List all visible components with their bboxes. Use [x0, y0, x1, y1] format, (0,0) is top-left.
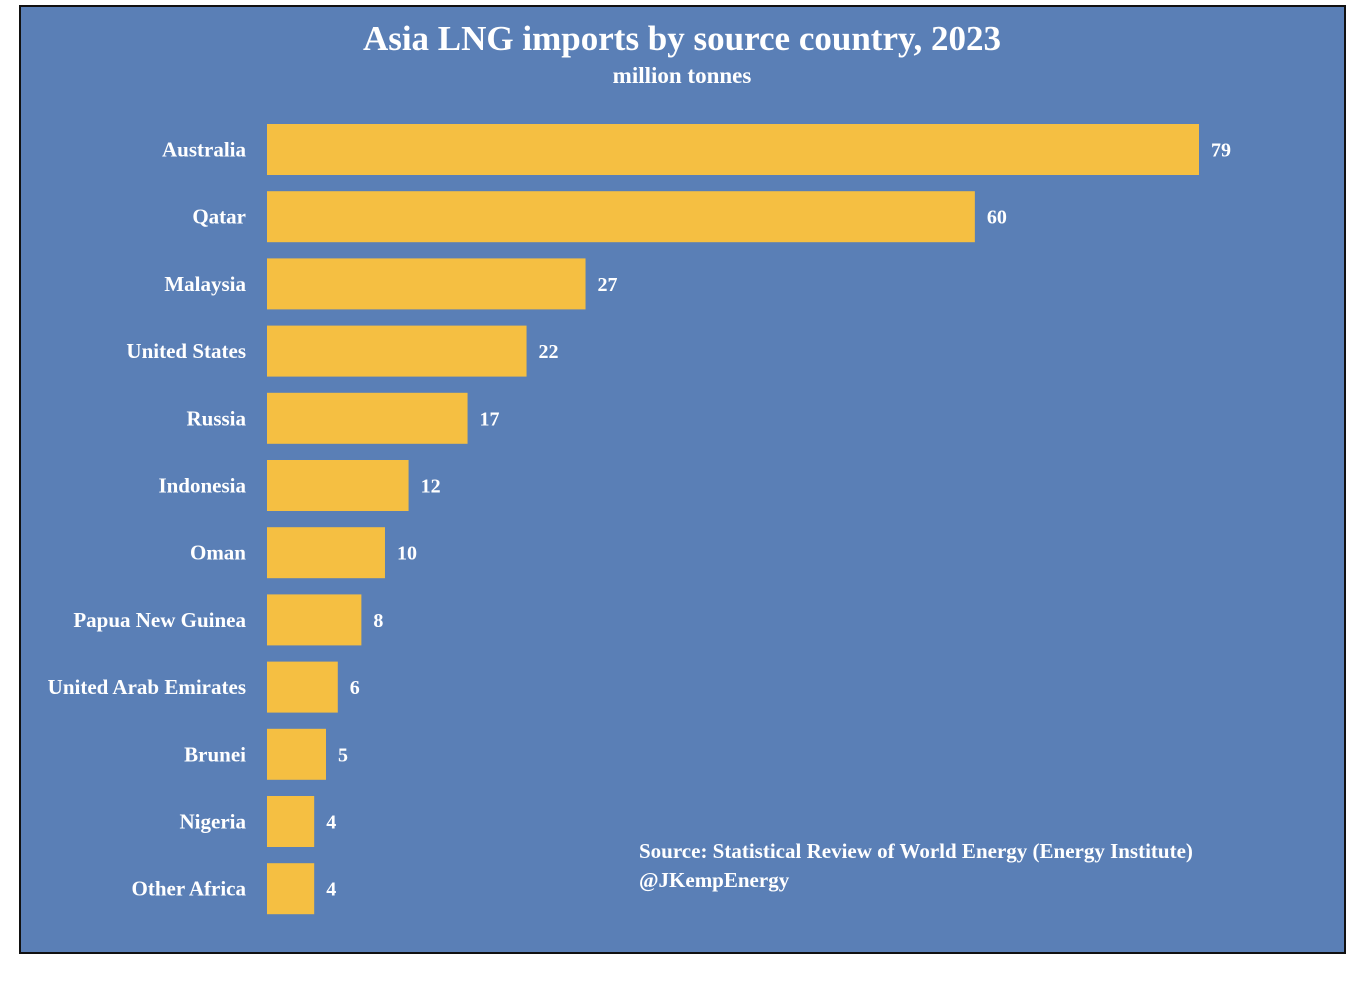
category-label-qatar: Qatar: [192, 205, 246, 229]
bar-australia: [267, 124, 1199, 175]
chart-title: Asia LNG imports by source country, 2023: [363, 19, 1001, 58]
chart-svg: Asia LNG imports by source country, 2023…: [48, 19, 1231, 915]
value-label-oman: 10: [397, 543, 417, 565]
value-label-united-states: 22: [539, 341, 559, 363]
category-label-other-africa: Other Africa: [132, 877, 247, 901]
value-label-nigeria: 4: [326, 812, 336, 834]
author-handle: @JKempEnergy: [639, 868, 790, 892]
category-labels: Australia Qatar Malaysia United States Russi…: [48, 138, 247, 901]
value-label-australia: 79: [1211, 140, 1231, 162]
bars-group: [267, 124, 1199, 915]
bar-oman: [267, 527, 385, 579]
value-label-russia: 17: [480, 408, 500, 430]
category-label-indonesia: Indonesia: [158, 474, 246, 498]
bar-russia: [267, 392, 468, 444]
bar-nigeria: [267, 796, 315, 847]
category-label-malaysia: Malaysia: [164, 272, 246, 296]
value-label-united-arab-emirates: 6: [350, 677, 360, 699]
category-label-oman: Oman: [190, 541, 246, 565]
value-labels: 79 60 27 22 17 12 10 8 6 5 4 4: [326, 140, 1231, 901]
category-label-united-states: United States: [126, 339, 246, 363]
bar-indonesia: [267, 460, 409, 511]
value-label-other-africa: 4: [326, 879, 336, 901]
bar-other-africa: [267, 863, 315, 915]
source-note: Source: Statistical Review of World Ener…: [639, 839, 1193, 863]
bar-malaysia: [267, 258, 586, 310]
bar-brunei: [267, 728, 326, 780]
category-label-nigeria: Nigeria: [180, 810, 247, 834]
category-label-russia: Russia: [186, 406, 246, 430]
value-label-indonesia: 12: [421, 476, 441, 498]
category-label-brunei: Brunei: [184, 742, 246, 766]
value-label-papua-new-guinea: 8: [373, 610, 383, 632]
category-label-united-arab-emirates: United Arab Emirates: [48, 675, 246, 699]
bar-united-arab-emirates: [267, 661, 338, 713]
value-label-malaysia: 27: [598, 274, 618, 296]
value-label-qatar: 60: [987, 207, 1007, 229]
chart-subtitle: million tonnes: [613, 63, 752, 88]
category-label-papua-new-guinea: Papua New Guinea: [73, 608, 246, 632]
bar-qatar: [267, 191, 975, 243]
chart-frame: Asia LNG imports by source country, 2023…: [19, 5, 1346, 954]
bar-united-states: [267, 325, 527, 377]
value-label-brunei: 5: [338, 744, 348, 766]
bar-papua-new-guinea: [267, 594, 362, 646]
category-label-australia: Australia: [162, 138, 247, 162]
